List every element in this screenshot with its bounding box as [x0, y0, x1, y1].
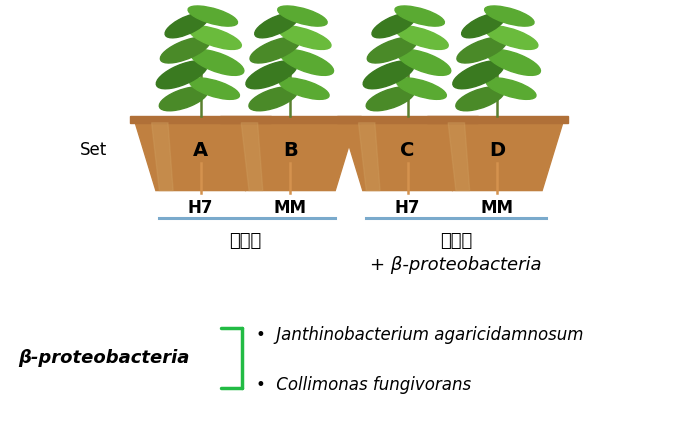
Text: B: B [283, 141, 298, 160]
Ellipse shape [191, 50, 244, 75]
Ellipse shape [396, 78, 446, 99]
Ellipse shape [246, 61, 297, 89]
Ellipse shape [484, 6, 534, 26]
Ellipse shape [372, 13, 416, 38]
Ellipse shape [486, 26, 538, 49]
Polygon shape [220, 117, 361, 123]
Text: β-proteobacteria: β-proteobacteria [18, 349, 189, 367]
Text: MM: MM [274, 199, 307, 216]
Polygon shape [342, 123, 473, 191]
Ellipse shape [159, 87, 208, 111]
Ellipse shape [366, 87, 415, 111]
Polygon shape [151, 123, 173, 191]
Text: MM: MM [481, 199, 514, 216]
Text: D: D [489, 141, 505, 160]
Polygon shape [130, 117, 272, 123]
Ellipse shape [255, 13, 299, 38]
Ellipse shape [396, 26, 448, 49]
Ellipse shape [161, 37, 210, 63]
Ellipse shape [165, 13, 209, 38]
Ellipse shape [398, 50, 451, 75]
Ellipse shape [367, 37, 417, 63]
Ellipse shape [188, 6, 237, 26]
Text: •  Collimonas fungivorans: • Collimonas fungivorans [256, 376, 471, 394]
Polygon shape [135, 123, 266, 191]
Ellipse shape [189, 26, 242, 49]
Ellipse shape [278, 6, 327, 26]
Polygon shape [337, 117, 478, 123]
Polygon shape [448, 123, 470, 191]
Ellipse shape [190, 78, 239, 99]
Polygon shape [432, 123, 563, 191]
Ellipse shape [363, 61, 414, 89]
Ellipse shape [453, 61, 504, 89]
Polygon shape [359, 123, 380, 191]
Ellipse shape [456, 87, 504, 111]
Ellipse shape [461, 13, 505, 38]
Polygon shape [242, 123, 262, 191]
Text: •  Janthinobacterium agaricidamnosum: • Janthinobacterium agaricidamnosum [256, 326, 584, 343]
Text: H7: H7 [395, 199, 420, 216]
Text: 수돵물: 수돵물 [440, 232, 472, 251]
Text: Set: Set [80, 141, 107, 159]
Ellipse shape [486, 78, 536, 99]
Ellipse shape [279, 26, 331, 49]
Ellipse shape [250, 37, 299, 63]
Ellipse shape [395, 6, 445, 26]
Text: 수돵물: 수돵물 [230, 232, 262, 251]
Text: A: A [193, 141, 208, 160]
Text: C: C [401, 141, 415, 160]
Ellipse shape [279, 78, 329, 99]
Text: + β-proteobacteria: + β-proteobacteria [370, 256, 542, 274]
Ellipse shape [487, 50, 540, 75]
Text: H7: H7 [188, 199, 214, 216]
Ellipse shape [249, 87, 297, 111]
Ellipse shape [457, 37, 507, 63]
Polygon shape [426, 117, 568, 123]
Ellipse shape [281, 50, 334, 75]
Polygon shape [225, 123, 356, 191]
Ellipse shape [156, 61, 207, 89]
